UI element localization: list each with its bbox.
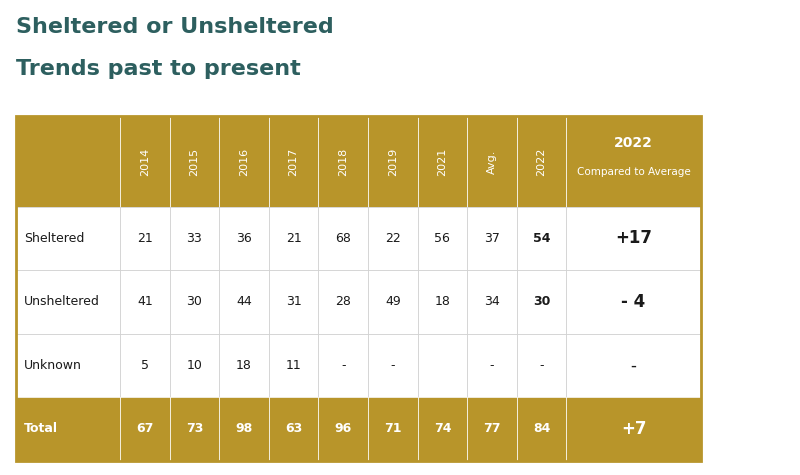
Text: 2019: 2019 (388, 147, 398, 176)
Text: Unknown: Unknown (24, 359, 82, 372)
Text: 2017: 2017 (289, 147, 298, 176)
Text: 28: 28 (335, 295, 351, 308)
Text: 56: 56 (434, 232, 450, 245)
Text: 2016: 2016 (239, 147, 249, 176)
Text: -: - (390, 359, 395, 372)
Text: 74: 74 (434, 422, 451, 436)
Text: Total: Total (24, 422, 58, 436)
Text: Trends past to present: Trends past to present (16, 59, 301, 79)
Text: Sheltered: Sheltered (24, 232, 85, 245)
Text: 37: 37 (484, 232, 500, 245)
Text: 18: 18 (236, 359, 252, 372)
Text: -: - (490, 359, 494, 372)
Text: 71: 71 (384, 422, 402, 436)
Text: 73: 73 (186, 422, 203, 436)
Text: 44: 44 (236, 295, 252, 308)
Text: 31: 31 (286, 295, 302, 308)
Text: 34: 34 (484, 295, 500, 308)
Text: 67: 67 (136, 422, 154, 436)
Text: 63: 63 (285, 422, 302, 436)
Text: 36: 36 (236, 232, 252, 245)
Text: 2014: 2014 (140, 147, 150, 176)
Text: 2021: 2021 (438, 147, 447, 176)
Text: 21: 21 (137, 232, 153, 245)
Text: - 4: - 4 (622, 293, 646, 311)
Text: 2015: 2015 (190, 147, 199, 176)
Text: 18: 18 (434, 295, 450, 308)
Text: 33: 33 (186, 232, 202, 245)
Text: 84: 84 (533, 422, 550, 436)
Text: 22: 22 (385, 232, 401, 245)
Text: 96: 96 (334, 422, 352, 436)
Text: 98: 98 (235, 422, 253, 436)
Text: 41: 41 (137, 295, 153, 308)
Text: +7: +7 (621, 420, 646, 438)
Text: 30: 30 (186, 295, 202, 308)
Text: 5: 5 (141, 359, 149, 372)
Text: 30: 30 (533, 295, 550, 308)
Text: Compared to Average: Compared to Average (577, 167, 690, 177)
Text: 10: 10 (186, 359, 202, 372)
Text: 49: 49 (385, 295, 401, 308)
Text: 2022: 2022 (614, 136, 653, 151)
Text: 11: 11 (286, 359, 302, 372)
Text: 2018: 2018 (338, 147, 348, 176)
Text: Sheltered or Unsheltered: Sheltered or Unsheltered (16, 17, 334, 37)
Text: 77: 77 (483, 422, 501, 436)
Text: 21: 21 (286, 232, 302, 245)
Text: Avg.: Avg. (487, 149, 497, 174)
Text: 2022: 2022 (537, 147, 546, 176)
Text: 68: 68 (335, 232, 351, 245)
Text: 54: 54 (533, 232, 550, 245)
Text: -: - (539, 359, 544, 372)
Text: -: - (341, 359, 346, 372)
Text: Unsheltered: Unsheltered (24, 295, 100, 308)
Text: +17: +17 (615, 229, 652, 247)
Text: -: - (630, 356, 637, 374)
